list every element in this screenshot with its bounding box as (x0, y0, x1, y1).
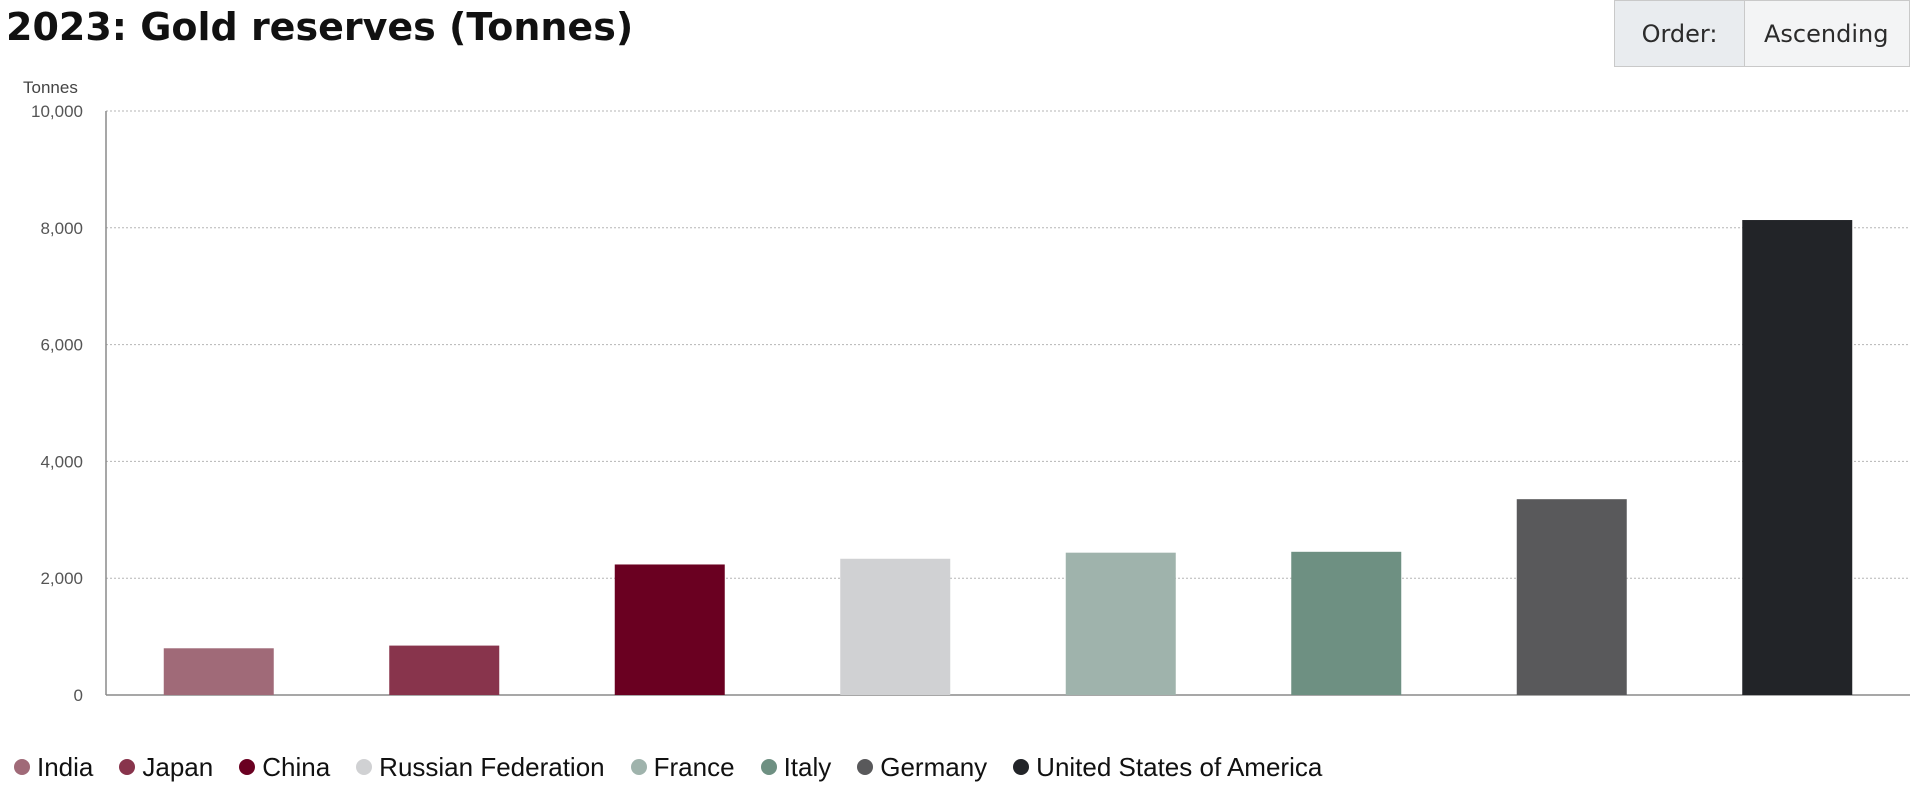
y-tick-label: 8,000 (40, 219, 83, 238)
bar-germany (1516, 499, 1627, 695)
y-tick-label: 6,000 (40, 336, 83, 355)
legend-item[interactable]: France (630, 751, 735, 783)
legend-label: Germany (880, 751, 988, 782)
legend-item[interactable]: Russian Federation (356, 751, 605, 783)
legend-item[interactable]: India (14, 752, 93, 783)
legend-item[interactable]: United States of America (1013, 752, 1322, 783)
chart-title: 2023: Gold reserves (Tonnes) (6, 5, 634, 49)
legend-label: France (653, 751, 735, 782)
legend-label: India (37, 751, 94, 782)
order-label: Order: (1615, 1, 1745, 66)
y-tick-label: 0 (74, 686, 83, 705)
y-axis-title: Tonnes (23, 78, 78, 97)
legend-swatch (119, 759, 136, 775)
chart-legend: India Japan China Russian Federation France I… (14, 749, 1348, 785)
legend-swatch (14, 759, 30, 775)
legend-item[interactable]: China (239, 752, 330, 783)
y-tick-label: 2,000 (40, 569, 83, 588)
bar-japan (389, 645, 500, 695)
legend-label: Russian Federation (379, 751, 605, 782)
legend-label: China (262, 751, 331, 782)
legend-swatch (356, 759, 373, 775)
legend-label: Japan (142, 751, 214, 782)
y-tick-label: 4,000 (40, 452, 83, 471)
bar-united-states-of-america (1742, 220, 1853, 695)
bar-france (1065, 552, 1176, 695)
legend-label: Italy (783, 751, 832, 782)
bar-india (163, 648, 274, 695)
legend-swatch (239, 759, 256, 775)
legend-item[interactable]: Italy (760, 751, 832, 783)
legend-swatch (630, 759, 647, 775)
legend-label: United States of America (1036, 751, 1323, 782)
bar-italy (1291, 551, 1402, 695)
bar-russian-federation (840, 558, 951, 695)
order-control: Order: Ascending (1614, 0, 1910, 67)
order-select[interactable]: Ascending (1745, 1, 1909, 66)
legend-item[interactable]: Japan (119, 752, 213, 783)
bar-chart: Tonnes 0 2,000 4,000 6,000 8,000 10,000 (23, 78, 1910, 705)
bar-china (614, 564, 725, 695)
legend-item[interactable]: Germany (857, 752, 987, 783)
y-tick-label: 10,000 (31, 102, 83, 121)
legend-swatch (1013, 759, 1030, 775)
legend-swatch (760, 759, 777, 775)
legend-swatch (857, 759, 874, 775)
